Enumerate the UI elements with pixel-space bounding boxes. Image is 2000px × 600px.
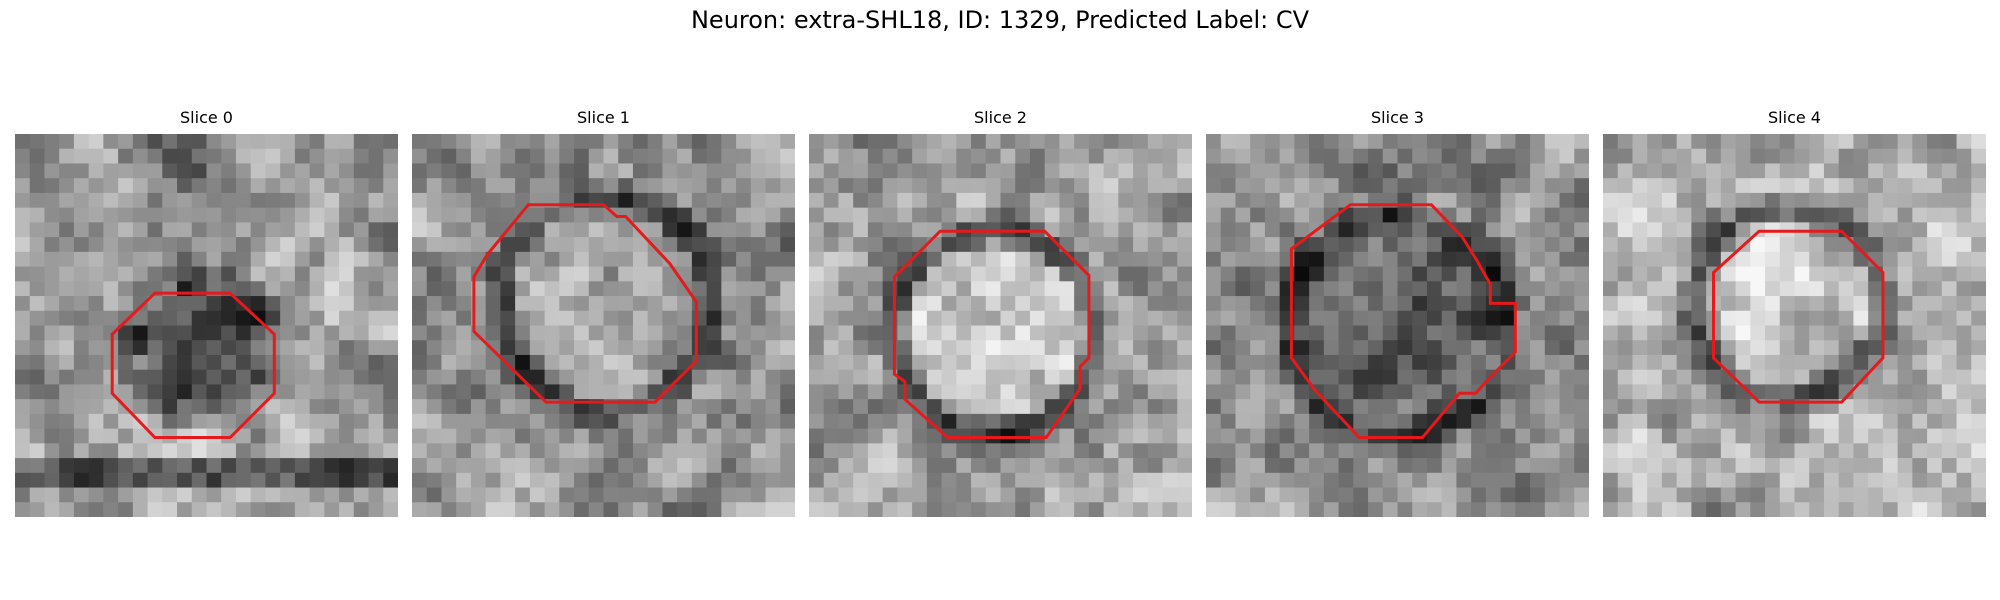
micrograph-pixels — [412, 134, 795, 517]
slice-1-contour — [472, 203, 698, 404]
slice-4-canvas — [1603, 134, 1986, 517]
slice-0-image — [15, 134, 398, 517]
slice-2-image — [809, 134, 1192, 517]
slice-1-canvas — [412, 134, 795, 517]
slice-1-image — [412, 134, 795, 517]
slice-0-title: Slice 0 — [180, 108, 233, 127]
slice-3-canvas — [1206, 134, 1589, 517]
slice-3-contour — [1289, 203, 1517, 439]
micrograph-pixels — [1603, 134, 1986, 517]
slice-3-title: Slice 3 — [1371, 108, 1424, 127]
slice-4-contour — [1712, 229, 1885, 404]
slice-3-image — [1206, 134, 1589, 517]
slice-1-title: Slice 1 — [577, 108, 630, 127]
slice-0-contour — [110, 291, 276, 439]
slice-4-title: Slice 4 — [1768, 108, 1821, 127]
micrograph-pixels — [15, 134, 398, 517]
slice-2-title: Slice 2 — [974, 108, 1027, 127]
slice-2-canvas — [809, 134, 1192, 517]
figure-title: Neuron: extra-SHL18, ID: 1329, Predicted… — [690, 6, 1310, 34]
slice-2-contour — [892, 229, 1091, 439]
slice-0-canvas — [15, 134, 398, 517]
micrograph-pixels — [1206, 134, 1589, 517]
slice-4-image — [1603, 134, 1986, 517]
micrograph-pixels — [809, 134, 1192, 517]
